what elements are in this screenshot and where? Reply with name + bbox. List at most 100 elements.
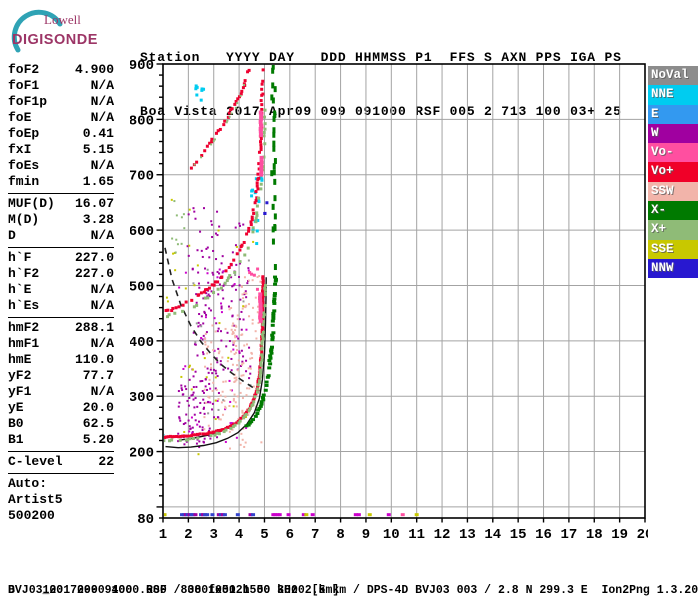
cluster-x-trace-spread-column [270, 65, 277, 271]
param-value: N/A [90, 78, 114, 93]
param-value: N/A [90, 384, 114, 399]
param-label: foF1p [8, 94, 48, 109]
param-value: 227.0 [74, 250, 114, 265]
y-tick-400: 400 [130, 335, 154, 351]
param-value: 110.0 [74, 352, 114, 367]
x-tick-16: 16 [535, 527, 552, 543]
param-row: hmE 110.0 [8, 352, 114, 368]
logo-text-lowell: Lowell [44, 12, 81, 27]
param-row: fxI 5.15 [8, 142, 114, 158]
trace-vo-minus-bar-1 [258, 110, 264, 138]
param-label: h`E [8, 282, 32, 297]
legend-item-e: E [648, 104, 698, 124]
x-tick-14: 14 [484, 527, 501, 543]
param-label: foEp [8, 126, 40, 141]
param-row: Auto: [8, 476, 114, 492]
transmission-curve-dashed [164, 247, 260, 392]
x-tick-3: 3 [210, 527, 218, 543]
x-tick-9: 9 [362, 527, 370, 543]
param-label: hmF1 [8, 336, 40, 351]
plot-border [162, 63, 646, 519]
lowell-digisonde-logo: Lowell DIGISONDE [11, 9, 97, 53]
param-label: foF2 [8, 62, 40, 77]
legend-item-x: X- [648, 201, 698, 221]
param-value: 3.28 [82, 212, 114, 227]
param-value: N/A [90, 228, 114, 243]
param-row: foF2 4.900 [8, 62, 114, 78]
param-label: yF1 [8, 384, 32, 399]
trace-vo-minus-bar-3 [258, 292, 263, 323]
trace-x-companion-hop1 [164, 283, 267, 443]
param-row: yE 20.0 [8, 400, 114, 416]
param-value: 5.20 [82, 432, 114, 447]
legend-item-vo: Vo- [648, 143, 698, 163]
param-label: foEs [8, 158, 40, 173]
x-tick-6: 6 [286, 527, 294, 543]
echo-data-layer [164, 65, 419, 517]
param-row: foE N/A [8, 110, 114, 126]
cluster-vo-minus-specks [248, 267, 260, 291]
x-tick-17: 17 [560, 527, 577, 543]
axis-ticks [156, 63, 646, 523]
trace-o-trace-hop2 [164, 68, 265, 313]
x-tick-15: 15 [510, 527, 527, 543]
file-info-footer: BVJ03_2017099091000.RSF / 380fx512h 50 k… [8, 584, 699, 597]
param-label: C-level [8, 454, 63, 469]
param-value: N/A [90, 110, 114, 125]
param-value: 1.65 [82, 174, 114, 189]
param-value: 22 [98, 454, 114, 469]
legend-item-x: X+ [648, 220, 698, 240]
param-label: fxI [8, 142, 32, 157]
param-label: h`F [8, 250, 32, 265]
param-label: B0 [8, 416, 24, 431]
y-tick-600: 600 [130, 224, 154, 240]
param-label: h`F2 [8, 266, 40, 281]
legend-item-w: W [648, 123, 698, 144]
param-row: foF1 N/A [8, 78, 114, 94]
cluster-nne-patch-top [194, 84, 206, 102]
param-label: M(D) [8, 212, 40, 227]
x-tick-7: 7 [311, 527, 319, 543]
x-tick-1: 1 [159, 527, 167, 543]
param-label: h`Es [8, 298, 40, 313]
param-row: hmF1 N/A [8, 336, 114, 352]
y-tick-500: 500 [130, 279, 154, 295]
param-row: h`Es N/A [8, 298, 114, 314]
x-tick-18: 18 [586, 527, 603, 543]
param-row: D N/A [8, 228, 114, 244]
cluster-spread-w-low [177, 378, 220, 449]
x-tick-5: 5 [260, 527, 268, 543]
legend-item-ssw: SSW [648, 181, 698, 202]
param-label: yE [8, 400, 24, 415]
param-value: 62.5 [82, 416, 114, 431]
trace-x-trace-hop1 [244, 275, 278, 428]
bottom-noise-row [164, 513, 419, 517]
param-row: foEs N/A [8, 158, 114, 174]
param-label: hmE [8, 352, 32, 367]
param-row: hmF2 288.1 [8, 320, 114, 336]
x-tick-10: 10 [383, 527, 400, 543]
y-tick-900: 900 [130, 58, 154, 74]
param-label: 500200 [8, 508, 55, 523]
param-row: MUF(D) 16.07 [8, 196, 114, 212]
logo-swoosh-arc [11, 9, 63, 53]
x-tick-8: 8 [336, 527, 344, 543]
param-label: D [8, 228, 16, 243]
header-column-titles: Station YYYY DAY DDD HHMMSS P1 FFS S AXN… [140, 50, 622, 65]
x-tick-13: 13 [459, 527, 476, 543]
param-value: N/A [90, 282, 114, 297]
trace-x-companion-hop3 [193, 83, 246, 166]
cluster-spread-w-mid [191, 262, 252, 380]
param-group-rule [8, 451, 114, 452]
param-value: 16.07 [74, 196, 114, 211]
param-value: N/A [90, 298, 114, 313]
param-label: yF2 [8, 368, 32, 383]
param-row: B0 62.5 [8, 416, 114, 432]
param-value: N/A [90, 158, 114, 173]
scaled-parameters-panel: foF2 4.900 foF1 N/A foF1p N/A foE N/A foEp 0.41 fx… [8, 62, 114, 524]
param-value: 4.900 [74, 62, 114, 77]
header-values: Boa Vista 2017 Apr09 099 091000 RSF 005 … [140, 104, 622, 119]
y-tick-800: 800 [130, 113, 154, 129]
distance-muf-table: D 100 200 400 600 800 1000 1500 3000 [km… [8, 556, 346, 600]
